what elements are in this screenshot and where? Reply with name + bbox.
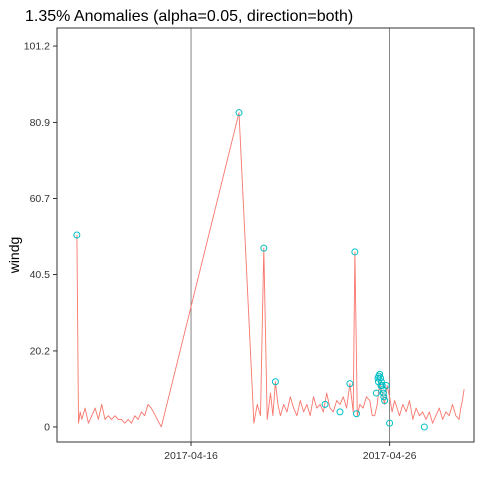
anomaly-point-23 bbox=[386, 419, 394, 427]
anomaly-point-20 bbox=[377, 382, 385, 390]
anomaly-point-1 bbox=[235, 109, 243, 117]
y-tick-label-2: 40.5 bbox=[30, 269, 51, 281]
anomaly-point-13 bbox=[377, 374, 385, 382]
x-tick-label-1: 2017-04-26 bbox=[363, 450, 417, 462]
y-tick-label-0: 0 bbox=[44, 421, 50, 433]
anomaly-markers bbox=[73, 109, 428, 431]
anomaly-point-18 bbox=[381, 397, 389, 405]
anomaly-point-14 bbox=[377, 378, 385, 386]
x-tick-label-0: 2017-04-16 bbox=[164, 450, 218, 462]
chart-title: 1.35% Anomalies (alpha=0.05, direction=b… bbox=[25, 8, 353, 25]
windg-series-line bbox=[76, 112, 465, 428]
series-line-path bbox=[76, 112, 465, 428]
anomaly-point-21 bbox=[379, 389, 387, 397]
y-axis-title: windg bbox=[6, 237, 22, 275]
anomaly-point-17 bbox=[380, 393, 388, 401]
anomaly-point-24 bbox=[420, 423, 428, 431]
y-tick-label-3: 60.7 bbox=[30, 193, 51, 205]
anomaly-point-0 bbox=[73, 231, 81, 239]
anomaly-point-4 bbox=[321, 400, 329, 408]
anomaly-point-9 bbox=[372, 389, 380, 397]
anomaly-point-7 bbox=[351, 248, 359, 256]
y-tick-label-1: 20.2 bbox=[30, 345, 51, 357]
vertical-gridlines bbox=[190, 28, 391, 442]
x-axis-ticks: 2017-04-16 2017-04-26 bbox=[164, 442, 417, 462]
anomaly-point-2 bbox=[260, 244, 268, 252]
anomaly-point-8 bbox=[353, 410, 361, 418]
plot-panel-border bbox=[56, 27, 475, 443]
anomaly-point-22 bbox=[382, 382, 390, 390]
y-tick-label-5: 101.2 bbox=[24, 41, 50, 53]
anomaly-point-3 bbox=[271, 378, 279, 386]
anomaly-point-12 bbox=[376, 370, 384, 378]
y-axis-ticks: 0 20.2 40.5 60.7 80.9 101.2 bbox=[24, 41, 57, 433]
y-tick-label-4: 80.9 bbox=[30, 117, 51, 129]
anomaly-point-6 bbox=[346, 380, 354, 388]
anomaly-point-5 bbox=[336, 408, 344, 416]
